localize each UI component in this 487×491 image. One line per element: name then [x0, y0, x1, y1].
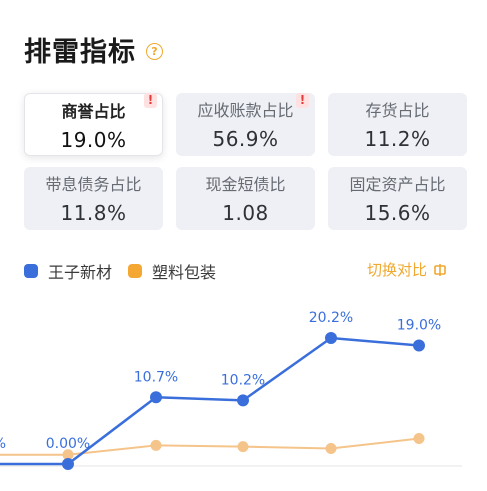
series-line-company: [0, 336, 420, 466]
data-point-industry[interactable]: [62, 449, 74, 461]
metric-value: 56.9%: [212, 127, 279, 151]
metric-card-receivables[interactable]: 应收账款占比 56.9%: [176, 93, 315, 156]
warning-icon: !: [296, 93, 309, 108]
metric-card-inventory[interactable]: 存货占比 11.2%: [328, 93, 467, 156]
metric-label: 现金短债比: [205, 175, 286, 194]
metric-value: 1.08: [222, 201, 269, 225]
data-label: 19.0%: [397, 317, 441, 333]
section-header: 排雷指标 ?: [24, 30, 163, 69]
metric-label: 商誉占比: [61, 102, 126, 121]
metric-value: 19.0%: [60, 128, 127, 152]
metric-card-cash-short-debt[interactable]: 现金短债比 1.08: [176, 167, 315, 230]
metric-value: 11.8%: [60, 201, 127, 225]
data-label: 20.2%: [309, 310, 353, 326]
legend-label: 塑料包装: [152, 263, 217, 282]
metric-label: 带息债务占比: [45, 175, 142, 194]
legend-swatch: [128, 264, 143, 278]
data-label: 10.7%: [134, 369, 178, 385]
metric-value: 15.6%: [364, 201, 431, 225]
data-point-company[interactable]: [237, 394, 249, 407]
metric-value: 11.2%: [364, 127, 431, 151]
data-point-industry[interactable]: [150, 439, 162, 451]
data-point-company[interactable]: [325, 332, 337, 344]
section-title: 排雷指标: [24, 37, 136, 68]
chart-legend: 王子新材 塑料包装: [24, 259, 232, 283]
legend-item-company[interactable]: 王子新材: [24, 259, 112, 283]
switch-icon: [433, 263, 447, 277]
data-label: 0.00%: [46, 436, 90, 452]
data-point-company[interactable]: [62, 458, 74, 470]
switch-compare-label: 切换对比: [366, 261, 427, 279]
switch-compare-button[interactable]: 切换对比: [367, 259, 447, 280]
warning-icon: !: [144, 93, 157, 108]
series-line-industry: [0, 437, 420, 456]
data-point-industry[interactable]: [325, 443, 337, 455]
question-circle-icon[interactable]: ?: [146, 43, 163, 60]
legend-swatch: [24, 264, 38, 278]
data-point-company[interactable]: [150, 391, 162, 404]
metric-card-fixed-assets[interactable]: 固定资产占比 15.6%: [328, 167, 467, 230]
metric-card-interest-debt[interactable]: 带息债务占比 11.8%: [24, 167, 163, 230]
metric-card-goodwill[interactable]: 商誉占比 19.0%: [24, 93, 163, 156]
data-point-company[interactable]: [413, 339, 425, 352]
data-label: %: [0, 436, 6, 452]
metric-label: 存货占比: [365, 101, 430, 120]
data-point-industry[interactable]: [413, 433, 425, 445]
legend-item-industry[interactable]: 塑料包装: [128, 259, 216, 283]
metric-label: 应收账款占比: [197, 101, 294, 120]
data-point-industry[interactable]: [237, 441, 249, 453]
metric-label: 固定资产占比: [349, 175, 446, 194]
data-label: 10.2%: [221, 372, 265, 388]
legend-label: 王子新材: [48, 263, 113, 282]
